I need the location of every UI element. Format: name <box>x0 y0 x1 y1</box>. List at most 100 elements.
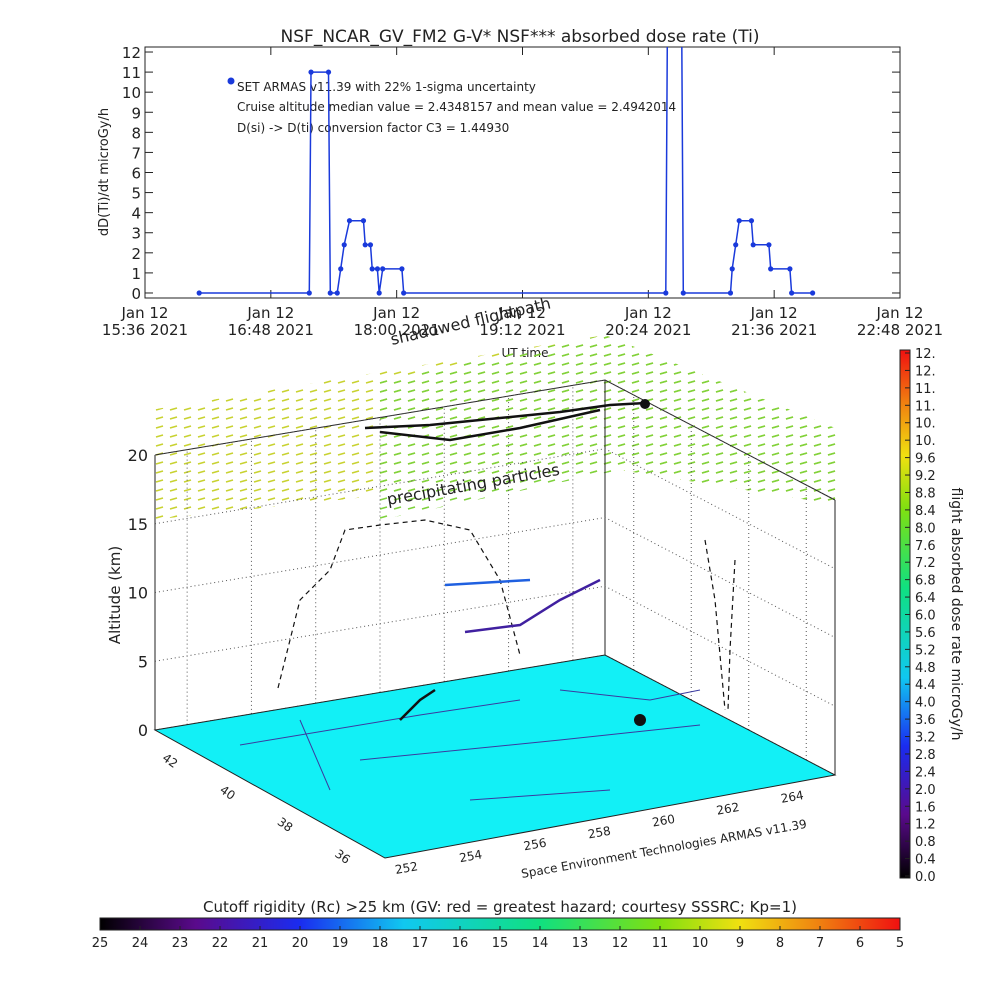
colorbar-label: flight absorbed dose rate microGy/h <box>948 488 964 741</box>
colorbar-tick-label: 5.6 <box>915 626 936 641</box>
data-point <box>727 290 734 296</box>
colorbar-tick-label: 2.0 <box>915 783 936 798</box>
colorbar-tick-label: 13 <box>572 936 589 951</box>
data-point <box>360 218 367 224</box>
flight-path <box>364 399 650 726</box>
x-tick-label: Jan 12 <box>372 304 420 322</box>
data-point <box>733 242 739 248</box>
data-point <box>362 242 368 248</box>
y-tick-label: 5 <box>131 185 141 203</box>
y-tick-label: 1 <box>131 265 141 283</box>
x-tick-label: 15:36 2021 <box>102 321 188 339</box>
data-point <box>787 266 793 272</box>
colorbar-tick-label: 4.8 <box>915 661 936 676</box>
map-lines <box>239 689 701 801</box>
colorbar-tick-label: 18 <box>372 936 389 951</box>
data-point <box>736 218 742 224</box>
x-tick-label: 258 <box>587 824 612 842</box>
x-tick-label: Jan 12 <box>876 304 924 322</box>
colorbar-tick-label: 7.6 <box>915 539 936 554</box>
colorbar-tick-label: 1.6 <box>915 800 936 815</box>
chart-title: NSF_NCAR_GV_FM2 G-V* NSF*** absorbed dos… <box>281 27 760 47</box>
y-tick-label: 2 <box>131 245 141 263</box>
colorbar-tick-label: 11. <box>915 382 936 397</box>
data-point <box>766 242 772 248</box>
data-point <box>399 266 405 272</box>
colorbar-tick-label: 10. <box>915 417 936 432</box>
data-point <box>401 290 407 296</box>
data-point <box>306 290 312 296</box>
colorbar-tick-label: 6.4 <box>915 591 936 606</box>
colorbar-tick-label: 0.8 <box>915 835 936 850</box>
y-tick-label: 38 <box>275 815 296 835</box>
colorbar-tick-label: 14 <box>532 936 549 951</box>
data-point <box>374 266 381 272</box>
x-tick-label: 260 <box>651 812 676 830</box>
grid-line <box>154 585 836 707</box>
x-tick-label: 22:48 2021 <box>857 321 943 339</box>
y-tick-label: 36 <box>332 847 353 867</box>
colorbar-tick-label: 17 <box>412 936 429 951</box>
y-tick-label: 6 <box>131 165 141 183</box>
x-tick-label: 264 <box>780 788 805 806</box>
z-tick-label: 10 <box>128 584 148 603</box>
y-tick-label: 8 <box>131 124 141 142</box>
y-tick-label: 7 <box>131 144 141 162</box>
x-tick-label: 20:24 2021 <box>605 321 691 339</box>
colorbar-tick-label: 6.0 <box>915 609 936 624</box>
x-tick-label: 256 <box>523 836 548 854</box>
data-point <box>327 290 333 296</box>
z-tick-label: 15 <box>128 515 148 534</box>
colorbar-tick-label: 9 <box>736 936 744 951</box>
x-tick-label: 16:48 2021 <box>228 321 314 339</box>
data-point <box>338 266 344 272</box>
particle-field <box>380 335 840 520</box>
data-point <box>346 218 353 224</box>
series <box>196 47 816 296</box>
y-axis-label: dD(Ti)/dt microGy/h <box>97 108 112 236</box>
z-tick-label: 20 <box>128 446 148 465</box>
colorbar-tick-label: 7.2 <box>915 556 936 571</box>
colorbar-tick-label: 10 <box>692 936 709 951</box>
data-point <box>325 69 332 75</box>
data-point <box>196 290 202 296</box>
colorbar-tick-label: 2.4 <box>915 765 936 780</box>
colorbar-tick-label: 8.4 <box>915 504 936 519</box>
colorbar-tick-label: 9.2 <box>915 469 936 484</box>
data-point <box>334 290 340 296</box>
y-tick-label: 9 <box>131 104 141 122</box>
legend-marker <box>227 77 235 85</box>
x-tick-label: 19:12 2021 <box>479 321 565 339</box>
colorbar-tick-label: 19 <box>332 936 349 951</box>
flight-path-shadow <box>277 519 736 711</box>
y-tick-label: 12 <box>122 44 141 62</box>
colorbar-tick-label: 8 <box>776 936 784 951</box>
data-point <box>369 266 375 272</box>
x-tick-label: Jan 12 <box>121 304 169 322</box>
legend-text: SET ARMAS v11.39 with 22% 1-sigma uncert… <box>237 80 536 94</box>
colorbar-tick-label: 6.8 <box>915 574 936 589</box>
y-tick-label: 3 <box>131 225 141 243</box>
data-point <box>367 242 374 248</box>
colorbar-tick-label: 0.4 <box>915 853 936 868</box>
colorbar-tick-label: 11 <box>652 936 669 951</box>
z-axis-label: Altitude (km) <box>106 546 124 644</box>
colorbar-tick-label: 3.2 <box>915 731 936 746</box>
colorbar-tick-label: 1.2 <box>915 818 936 833</box>
x-tick-label: Jan 12 <box>498 304 546 322</box>
data-point <box>789 290 795 296</box>
map-floor <box>153 654 837 859</box>
colorbar-tick-label: 0.0 <box>915 870 936 885</box>
data-point <box>680 290 686 296</box>
colorbar-tick-label: 24 <box>132 936 149 951</box>
colorbar-tick-label: 10. <box>915 434 936 449</box>
y-tick-label: 11 <box>122 64 141 82</box>
colorbar-tick-label: 4.0 <box>915 696 936 711</box>
colorbar-tick-label: 11. <box>915 399 936 414</box>
colorbar-tick-label: 6 <box>856 936 864 951</box>
x-tick-label: Jan 12 <box>624 304 672 322</box>
colorbar-tick-label: 25 <box>92 936 109 951</box>
y-tick-label: 10 <box>122 84 141 102</box>
colorbar-tick-label: 12 <box>612 936 629 951</box>
